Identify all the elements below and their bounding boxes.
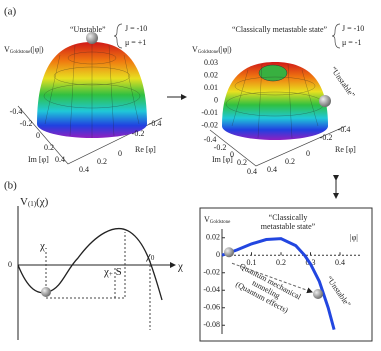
curve	[17, 227, 163, 301]
tick-label: 0.4	[79, 165, 89, 174]
tick-label: -0.01	[201, 108, 218, 117]
y-tick-label: -0.02	[203, 268, 220, 277]
tick-label: 0.2	[237, 158, 247, 167]
z-label: VGoldstone(|φ|)	[4, 45, 44, 55]
annotation: “Unstable”	[70, 25, 106, 34]
tick-label: -0.4	[149, 119, 162, 128]
origin: 0	[8, 260, 12, 269]
tick-label: 0.2	[44, 143, 54, 152]
y-label: V(1)(χ)	[20, 196, 49, 208]
axis-label: Im [φ]	[28, 155, 49, 164]
annotation: “Classically metastable state”	[232, 25, 328, 34]
arrow	[231, 262, 313, 294]
x-tick-label: 0.2	[276, 258, 286, 267]
axis-label: Re [φ]	[135, 145, 156, 154]
y-tick-label: 0	[216, 250, 220, 259]
param: μ = +1	[125, 38, 146, 47]
panel-label: (a)	[4, 6, 17, 18]
chi-label: χ+ S	[103, 266, 122, 278]
chi-label: χ0	[145, 250, 155, 262]
tick-label: -0.2	[214, 143, 227, 152]
tick-label: 0.03	[204, 58, 218, 67]
y-tick-label: -0.08	[203, 320, 220, 329]
param: J = -10	[125, 24, 147, 33]
tick-label: 0.2	[97, 157, 107, 166]
tick-label: -0.2	[320, 133, 333, 142]
axis-label: Im [φ]	[212, 155, 233, 164]
brace	[331, 23, 341, 49]
tick-label: -0.2	[132, 129, 145, 138]
well	[258, 64, 288, 82]
panel-label: (b)	[4, 180, 17, 192]
chi-label: χ-	[39, 240, 48, 252]
param: μ = -1	[342, 38, 361, 47]
x-label: |φ|	[350, 233, 358, 242]
surface	[222, 62, 328, 140]
tick-label: -0.2	[20, 119, 33, 128]
chart-frame	[199, 207, 373, 342]
tick-label: 0.02	[204, 70, 218, 79]
tick-label: 0	[230, 150, 234, 159]
x-tick-label: 0.1	[247, 258, 257, 267]
tick-label: -0.02	[201, 120, 218, 129]
annotation: “Classically	[269, 213, 308, 222]
ball	[313, 289, 323, 299]
z-label: VGoldstone(|φ|)	[192, 45, 232, 55]
tick-label: 0.01	[204, 83, 218, 92]
line	[221, 237, 336, 331]
y-tick-label: -0.06	[203, 303, 220, 312]
annotation: metastable state”	[261, 222, 316, 231]
tick-label: 0.4	[267, 165, 277, 174]
y-label: VGoldstone	[204, 215, 231, 225]
tick-label: -0.4	[10, 107, 23, 116]
tick-label: -0.4	[338, 125, 351, 134]
x-label: χ	[177, 261, 183, 273]
axis-label: Re [φ]	[335, 145, 356, 154]
tick-label: 0.4	[55, 155, 65, 164]
ball	[224, 247, 234, 258]
mesh	[43, 42, 141, 138]
tick-label: 0.2	[285, 157, 295, 166]
tick-label: 0	[118, 149, 122, 158]
tick-label: 0.4	[247, 167, 257, 176]
potential-plot: V(1)(χ) 0 χ χ- χ+ S χ0	[8, 196, 183, 340]
ball	[41, 287, 51, 297]
tick-label: -0.4	[204, 135, 217, 144]
tick-label: 0	[214, 95, 218, 104]
y-tick-label: -0.04	[203, 285, 220, 294]
tick-label: 0	[36, 131, 40, 140]
x-tick-label: 0.4	[335, 258, 345, 267]
y-tick-label: 0.02	[206, 233, 220, 242]
tick-label: 0	[306, 149, 310, 158]
brace	[113, 23, 123, 49]
ball	[319, 95, 331, 107]
base-edge	[209, 125, 347, 167]
param: J = -10	[342, 24, 364, 33]
ball	[86, 32, 98, 44]
annotation: “Unstable”	[329, 65, 357, 100]
